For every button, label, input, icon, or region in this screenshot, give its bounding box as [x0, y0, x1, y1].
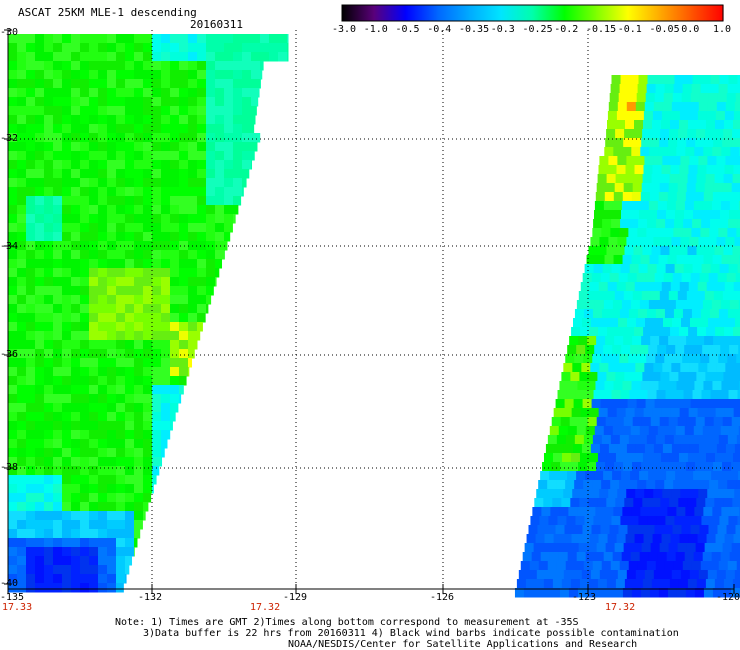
time-left: 17.33: [2, 602, 33, 613]
colorbar-swatch: [500, 5, 534, 21]
colorbar-frame: [341, 4, 724, 22]
colorbar-label: -0.15: [586, 24, 617, 35]
colorbar-swatch: [342, 5, 375, 21]
colorbar-label: -0.2: [554, 24, 579, 35]
colorbar-label: -0.4: [427, 24, 452, 35]
lat-lon-grid: [4, 29, 735, 594]
colorbar-swatches: [342, 5, 724, 21]
lat-label-30: -30: [0, 27, 19, 38]
colorbar-swatch: [373, 5, 407, 21]
lon-label-132: -132: [138, 592, 163, 603]
colorbar-label: -0.25: [522, 24, 553, 35]
lon-label-126: -126: [430, 592, 455, 603]
lon-label-120: -120: [716, 592, 740, 603]
note-line-3: NOAA/NESDIS/Center for Satellite Applica…: [288, 639, 638, 650]
colorbar: [341, 4, 724, 22]
swath-data: [8, 34, 740, 598]
lat-label-36: -36: [0, 349, 19, 360]
note-line-1: Note: 1) Times are GMT 2)Times along bot…: [115, 617, 579, 628]
colorbar-swatch: [469, 5, 502, 21]
colorbar-label: -0.1: [617, 24, 642, 35]
time-right: 17.32: [605, 602, 636, 613]
colorbar-swatch: [659, 5, 692, 21]
colorbar-label: -0.3: [490, 24, 515, 35]
colorbar-swatch: [691, 5, 724, 21]
colorbar-label: -0.5: [395, 24, 420, 35]
lon-label-129: -129: [283, 592, 308, 603]
lon-label-123: -123: [572, 592, 597, 603]
note-line-2: 3)Data buffer is 22 hrs from 20160311 4)…: [143, 628, 679, 639]
lat-label-40: -40: [0, 578, 19, 589]
colorbar-label: -0.35: [459, 24, 490, 35]
lon-label-135: -135: [0, 592, 25, 603]
lat-label-32: -32: [0, 133, 19, 144]
colorbar-label: 1.0: [713, 24, 732, 35]
colorbar-label: -0.05: [649, 24, 680, 35]
colorbar-label: -3.0: [332, 24, 357, 35]
lat-label-38: -38: [0, 462, 19, 473]
lat-label-34: -34: [0, 241, 19, 252]
product-title: ASCAT 25KM MLE-1 descending: [18, 6, 197, 19]
product-date: 20160311: [190, 18, 243, 31]
colorbar-swatch: [437, 5, 470, 21]
colorbar-label: -1.0: [363, 24, 388, 35]
colorbar-swatch: [627, 5, 661, 21]
colorbar-swatch: [405, 5, 438, 21]
colorbar-swatch: [596, 5, 629, 21]
colorbar-label: 0.0: [681, 24, 700, 35]
colorbar-swatch: [532, 5, 565, 21]
colorbar-swatch: [564, 5, 597, 21]
time-middle: 17.32: [250, 602, 281, 613]
